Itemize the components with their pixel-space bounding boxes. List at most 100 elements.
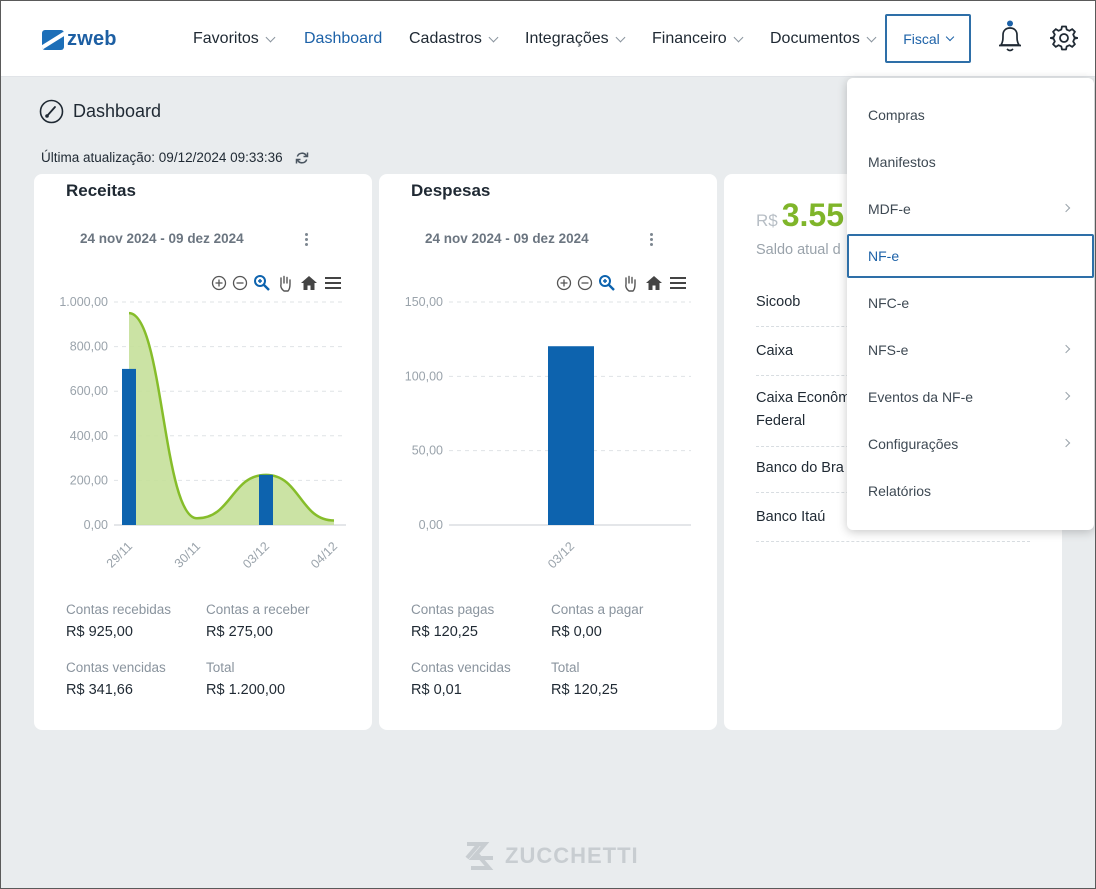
x-tick-label: 29/11: [104, 539, 135, 570]
contas-recebidas-value: R$ 925,00: [66, 624, 133, 640]
y-tick-label: 200,00: [70, 473, 108, 487]
pan-hand-icon[interactable]: [276, 274, 294, 292]
menu-item-compras[interactable]: Compras: [847, 93, 1094, 137]
last-update: Última atualização: 09/12/2024 09:33:36: [41, 150, 309, 165]
chevron-down-icon: [488, 32, 499, 42]
nav-integracoes[interactable]: Integrações: [525, 30, 626, 48]
menu-item-mdf-e[interactable]: MDF-e: [847, 187, 1094, 231]
logo-mark-icon: [42, 29, 64, 50]
nav-dashboard-label: Dashboard: [304, 30, 383, 47]
menu-item-configuracoes[interactable]: Configurações: [847, 422, 1094, 466]
receitas-title: Receitas: [66, 181, 136, 200]
receitas-date-range[interactable]: 24 nov 2024 - 09 dez 2024: [80, 231, 244, 246]
y-tick-label: 1.000,00: [59, 295, 108, 309]
x-tick-label: 03/12: [240, 539, 272, 571]
refresh-icon[interactable]: [295, 151, 309, 165]
bank-item[interactable]: Banco Itaú: [756, 506, 1030, 542]
zweb-logo[interactable]: zweb: [42, 28, 117, 51]
last-update-text: Última atualização: 09/12/2024 09:33:36: [41, 150, 283, 165]
menu-item-nfc-e[interactable]: NFC-e: [847, 281, 1094, 325]
bank-name: Sicoob: [756, 294, 801, 310]
despesas-card: Despesas 24 nov 2024 - 09 dez 2024 0,00 5…: [379, 174, 717, 730]
nav-fiscal[interactable]: Fiscal: [885, 14, 971, 63]
bar: [548, 346, 594, 525]
x-tick-label: 04/12: [308, 539, 340, 571]
zoom-out-icon[interactable]: [232, 275, 248, 291]
area-line: [128, 311, 335, 522]
selection-zoom-icon[interactable]: [253, 274, 271, 292]
chevron-down-icon: [945, 32, 955, 41]
chart-menu-icon[interactable]: [324, 275, 342, 291]
saldo-currency: R$: [756, 211, 778, 230]
y-tick-label: 800,00: [70, 340, 108, 354]
despesas-chart: 0,00 50,00 100,00 150,00 03/12: [405, 295, 691, 571]
bank-name: Banco Itaú: [756, 509, 826, 525]
zucchetti-logo-icon: [465, 842, 494, 870]
dashboard-gauge-icon: [39, 99, 64, 124]
total-label: Total: [206, 660, 235, 675]
contas-vencidas-label: Contas vencidas: [66, 660, 166, 675]
menu-item-label: NF-e: [868, 248, 900, 264]
nav-documentos[interactable]: Documentos: [770, 30, 877, 48]
despesas-chart-toolbar: [556, 274, 692, 292]
menu-item-relatorios[interactable]: Relatórios: [847, 469, 1094, 513]
x-tick-label: 30/11: [172, 539, 203, 570]
menu-item-nf-e[interactable]: NF-e: [847, 234, 1094, 278]
receitas-more-options-icon[interactable]: [305, 233, 309, 247]
selection-zoom-icon[interactable]: [598, 274, 616, 292]
despesas-date-range[interactable]: 24 nov 2024 - 09 dez 2024: [425, 231, 589, 246]
contas-vencidas-value: R$ 0,01: [411, 682, 462, 698]
menu-item-label: Compras: [868, 107, 925, 123]
chevron-down-icon: [265, 32, 276, 42]
y-tick-label: 400,00: [70, 429, 108, 443]
menu-item-label: NFS-e: [868, 342, 909, 358]
nav-financeiro[interactable]: Financeiro: [652, 30, 744, 48]
nav-favoritos-label: Favoritos: [193, 30, 259, 47]
despesas-title: Despesas: [411, 181, 491, 200]
receitas-chart-toolbar: [211, 274, 347, 292]
logo-text: zweb: [67, 28, 117, 50]
contas-recebidas-label: Contas recebidas: [66, 602, 172, 617]
chevron-right-icon: [1061, 438, 1071, 448]
menu-item-eventos-nf-e[interactable]: Eventos da NF-e: [847, 375, 1094, 419]
menu-item-label: MDF-e: [868, 201, 911, 217]
menu-item-nfs-e[interactable]: NFS-e: [847, 328, 1094, 372]
y-tick-label: 100,00: [405, 369, 443, 383]
area-fill: [129, 313, 334, 525]
contas-vencidas-value: R$ 341,66: [66, 682, 133, 698]
menu-item-label: Configurações: [868, 436, 959, 452]
x-tick-label: 03/12: [545, 539, 577, 571]
chart-menu-icon[interactable]: [669, 275, 687, 291]
menu-item-label: Relatórios: [868, 483, 932, 499]
bank-name: Caixa: [756, 343, 794, 359]
zoom-in-icon[interactable]: [211, 275, 227, 291]
saldo-balance: R$ 3.55: [756, 197, 844, 234]
bar: [259, 474, 273, 525]
zoom-out-icon[interactable]: [577, 275, 593, 291]
menu-item-manifestos[interactable]: Manifestos: [847, 140, 1094, 184]
bank-item[interactable]: Caixa Econôm Federal: [756, 387, 1030, 447]
menu-item-label: Manifestos: [868, 154, 936, 170]
contas-pagas-value: R$ 120,25: [411, 624, 478, 640]
receitas-chart: 0,00 200,00 400,00 600,00 800,00 1.000,00 29/1…: [59, 295, 346, 571]
nav-cadastros[interactable]: Cadastros: [409, 30, 499, 48]
chevron-down-icon: [615, 32, 626, 42]
contas-a-pagar-value: R$ 0,00: [551, 624, 602, 640]
bar: [122, 368, 136, 525]
nav-favoritos[interactable]: Favoritos: [193, 30, 276, 48]
notification-bell-icon[interactable]: [996, 20, 1024, 54]
contas-pagas-label: Contas pagas: [411, 602, 495, 617]
y-tick-label: 0,00: [419, 518, 443, 532]
settings-gear-icon[interactable]: [1050, 24, 1078, 52]
zoom-in-icon[interactable]: [556, 275, 572, 291]
bank-name: Banco do Bra: [756, 460, 844, 476]
reset-zoom-home-icon[interactable]: [644, 274, 664, 292]
nav-dashboard[interactable]: Dashboard: [304, 30, 382, 48]
y-tick-label: 600,00: [70, 384, 108, 398]
receitas-card: Receitas 24 nov 2024 - 09 dez 2024 0,00 2…: [34, 174, 372, 730]
despesas-more-options-icon[interactable]: [650, 233, 654, 247]
pan-hand-icon[interactable]: [621, 274, 639, 292]
footer-brand-text: ZUCCHETTI: [505, 843, 639, 868]
reset-zoom-home-icon[interactable]: [299, 274, 319, 292]
nav-financeiro-label: Financeiro: [652, 30, 727, 47]
